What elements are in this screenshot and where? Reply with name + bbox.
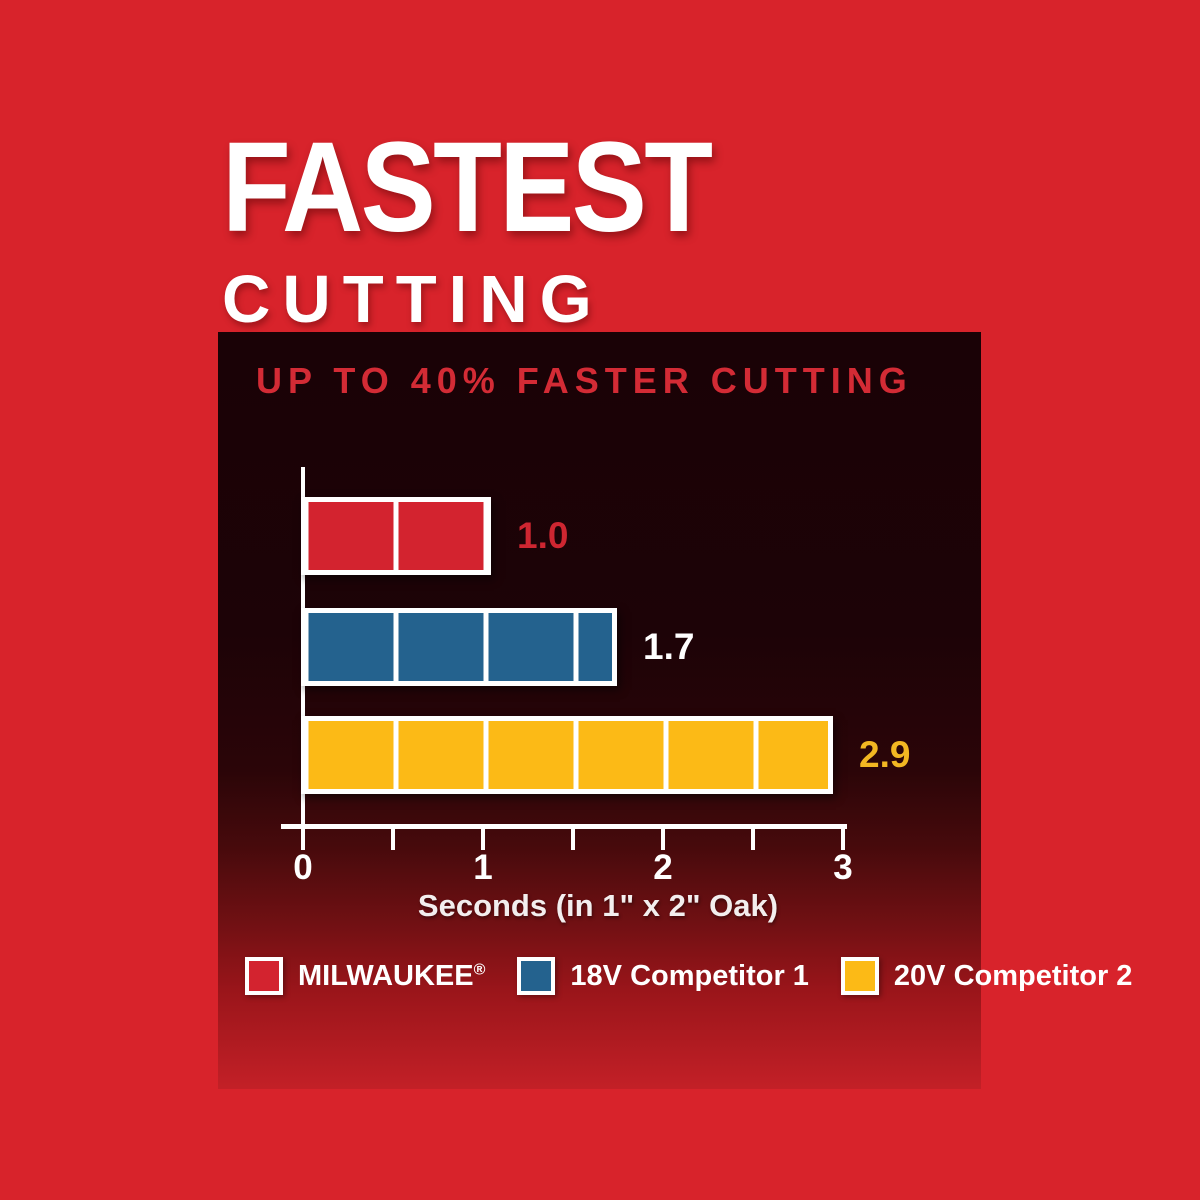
axis-tick: [661, 824, 665, 850]
axis-tick: [391, 824, 395, 850]
bar-fill: [306, 502, 486, 570]
x-tick-label: 2: [653, 848, 673, 887]
legend-swatch: [517, 957, 556, 995]
bar-value-20v-competitor-2: 2.9: [859, 734, 911, 775]
legend-item-20v-competitor-2: 20V Competitor 2: [840, 957, 1133, 995]
axis-tick: [301, 824, 305, 850]
bar-value-milwaukee: 1.0: [517, 515, 569, 556]
headline-line2: CUTTING: [222, 262, 604, 337]
legend-item-18v-competitor-1: 18V Competitor 1: [517, 957, 809, 995]
headline-line1: FASTEST: [222, 116, 713, 259]
axis-tick: [841, 824, 845, 850]
axis-tick: [751, 824, 755, 850]
bar-fill: [306, 721, 828, 789]
bar-fill: [306, 613, 612, 681]
legend-label: 18V Competitor 1: [570, 959, 809, 992]
x-tick-label: 3: [833, 848, 853, 887]
legend: MILWAUKEE® 18V Competitor 1 20V Competitor…: [245, 957, 1132, 995]
legend-label: MILWAUKEE®: [298, 959, 486, 992]
bar-milwaukee: [301, 497, 491, 575]
headline: FASTEST CUTTING: [222, 116, 777, 337]
bar-value-18v-competitor-1: 1.7: [643, 626, 695, 667]
axis-tick: [481, 824, 485, 850]
chart-title: UP TO 40% FASTER CUTTING: [256, 360, 913, 401]
x-tick-label: 1: [473, 848, 493, 887]
legend-item-milwaukee: MILWAUKEE®: [245, 957, 485, 995]
bar-18v-competitor-1: [301, 608, 617, 686]
legend-label: 20V Competitor 2: [893, 959, 1133, 992]
x-axis-line: [281, 824, 847, 829]
chart-panel: UP TO 40% FASTER CUTTING Seconds (in 1" …: [218, 332, 1132, 1089]
x-tick-label: 0: [293, 848, 313, 887]
bar-20v-competitor-2: [301, 716, 833, 794]
x-axis-title: Seconds (in 1" x 2" Oak): [417, 888, 779, 923]
legend-swatch: [840, 957, 879, 995]
axis-tick: [571, 824, 575, 850]
chart-area: Seconds (in 1" x 2" Oak) 1.0 1.7 2.9 0 1 2 3: [218, 332, 981, 1089]
legend-swatch: [245, 957, 283, 995]
